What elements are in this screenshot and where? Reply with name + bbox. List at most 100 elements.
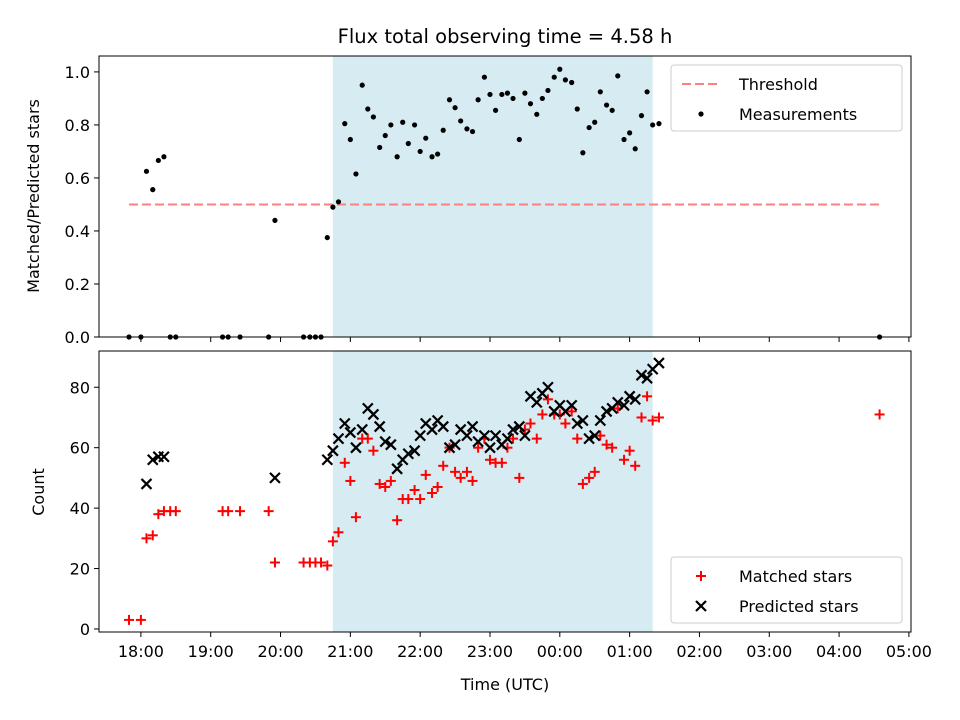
data-point [589, 466, 600, 477]
legend-label: Predicted stars [739, 597, 859, 616]
data-point [560, 418, 571, 429]
data-point [653, 357, 665, 369]
data-point [158, 450, 170, 463]
data-point [440, 127, 446, 133]
data-point [475, 97, 481, 103]
x-tick-label: 23:00 [467, 642, 513, 661]
data-point [473, 442, 484, 453]
data-point [353, 171, 359, 177]
data-point [519, 429, 531, 442]
data-point [545, 87, 551, 94]
data-point [411, 122, 418, 128]
top-y-tick-label: 0.8 [65, 116, 90, 135]
data-point [417, 148, 423, 155]
data-point [452, 105, 458, 111]
data-point [584, 472, 595, 483]
data-point [481, 74, 488, 80]
data-point [609, 107, 615, 113]
data-point [446, 97, 453, 103]
x-tick-label: 00:00 [537, 642, 583, 661]
legend-label: Matched stars [739, 567, 852, 586]
data-point [496, 457, 507, 468]
data-point [403, 494, 414, 505]
data-point [414, 429, 426, 442]
data-point [557, 66, 563, 72]
top-legend: Threshold Measurements [670, 64, 903, 132]
data-point [263, 506, 274, 517]
data-point [537, 409, 548, 420]
data-point [408, 444, 421, 457]
data-point [611, 396, 624, 409]
data-point [437, 420, 449, 433]
data-point [272, 217, 278, 223]
data-point [653, 412, 664, 423]
data-point [223, 506, 234, 517]
data-point [161, 154, 167, 160]
data-point [530, 396, 543, 409]
data-point [565, 399, 578, 412]
data-point [333, 527, 344, 538]
bottom-y-tick-label: 0 [80, 620, 90, 639]
data-point [644, 89, 650, 95]
x-tick-label: 03:00 [746, 642, 792, 661]
data-point [405, 140, 411, 147]
data-point [367, 408, 380, 421]
data-point [516, 136, 522, 143]
data-point [510, 95, 516, 102]
data-point [562, 77, 568, 83]
data-point [345, 475, 356, 486]
data-point [601, 439, 612, 450]
data-point [335, 199, 342, 205]
top-y-tick-label: 0.2 [65, 275, 90, 294]
data-point [391, 463, 403, 475]
data-point [374, 478, 385, 489]
data-point [650, 122, 656, 128]
x-axis-label: Time (UTC) [460, 675, 549, 694]
data-point [469, 128, 476, 135]
data-point [342, 120, 348, 127]
data-point [513, 420, 526, 433]
data-point [394, 154, 400, 160]
data-point [388, 122, 394, 128]
data-point [365, 106, 371, 112]
data-point [385, 438, 397, 451]
data-point [332, 432, 345, 445]
data-point [443, 441, 456, 454]
bottom-y-tick-label: 20 [70, 560, 90, 579]
bottom-panel: 18:00 19:00 20:00 21:00 22:00 23:00 00:00 01:00… [70, 350, 932, 661]
data-point [597, 89, 603, 95]
data-point [615, 73, 621, 79]
data-point [514, 472, 525, 483]
top-y-tick-label: 1.0 [65, 63, 90, 82]
data-point [580, 150, 586, 156]
data-point [235, 506, 246, 517]
data-point [572, 433, 583, 444]
bottom-legend: Matched stars Predicted stars [670, 556, 903, 624]
data-point [327, 444, 339, 457]
data-point [504, 90, 511, 96]
data-point [155, 157, 161, 164]
data-point [141, 533, 152, 544]
data-point [522, 90, 528, 96]
x-tick-label: 01:00 [607, 642, 653, 661]
legend-box [670, 64, 903, 132]
data-point [461, 429, 473, 442]
data-point [499, 91, 505, 98]
series-measurements [126, 66, 883, 340]
data-point [603, 102, 610, 108]
data-point [350, 441, 362, 454]
legend-marker [696, 571, 706, 581]
x-tick-label: 21:00 [327, 642, 373, 661]
data-point [350, 512, 361, 523]
data-point [269, 557, 280, 568]
top-y-tick-label: 0.4 [65, 222, 90, 241]
legend-marker [695, 600, 707, 612]
data-point [623, 390, 636, 403]
chart-title: Flux total observing time = 4.58 h [338, 25, 673, 48]
data-point [592, 119, 598, 125]
data-point [484, 454, 495, 465]
data-point [574, 106, 580, 112]
data-point [379, 435, 392, 448]
data-point [415, 494, 426, 505]
data-point [449, 438, 461, 451]
